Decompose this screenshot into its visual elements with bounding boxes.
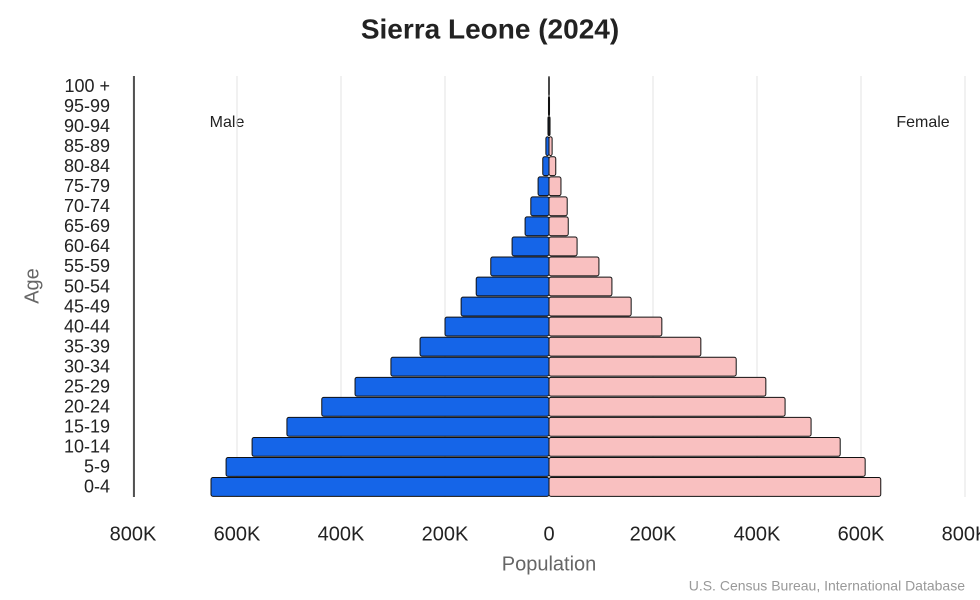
y-tick-label: 5-9 — [84, 457, 110, 477]
y-tick-label: 20-24 — [64, 397, 110, 417]
legend-label: Female — [896, 114, 949, 131]
bar — [460, 296, 550, 317]
y-tick-label: 80-84 — [64, 156, 110, 176]
y-tick-label: 65-69 — [64, 216, 110, 236]
bar — [444, 316, 550, 337]
y-tick-label: 90-94 — [64, 116, 110, 136]
y-tick-label: 45-49 — [64, 296, 110, 316]
bar — [548, 216, 569, 237]
bar — [419, 336, 550, 357]
bar — [548, 156, 557, 177]
x-tick-label: 200K — [422, 523, 469, 545]
bar — [548, 176, 562, 197]
x-tick-label: 400K — [734, 523, 781, 545]
bar — [537, 176, 550, 197]
bar — [210, 477, 550, 497]
bar — [548, 296, 632, 317]
y-tick-label: 70-74 — [64, 196, 110, 216]
x-tick-label: 0 — [543, 523, 554, 545]
bar — [524, 216, 550, 237]
y-tick-label: 95-99 — [64, 96, 110, 116]
y-tick-label: 25-29 — [64, 376, 110, 396]
bar — [548, 336, 702, 357]
bar — [548, 116, 551, 137]
x-tick-label: 800K — [110, 523, 157, 545]
bar — [548, 396, 786, 417]
bar — [548, 436, 841, 457]
bar — [354, 376, 550, 397]
source-note: U.S. Census Bureau, International Databa… — [689, 578, 965, 594]
bar — [390, 356, 550, 377]
y-axis-label: Age — [21, 268, 43, 304]
x-tick-label: 800K — [942, 523, 980, 545]
x-axis-label: Population — [502, 553, 597, 575]
bar — [511, 236, 550, 257]
x-tick-label: 600K — [838, 523, 885, 545]
y-tick-label: 55-59 — [64, 256, 110, 276]
x-tick-label: 400K — [318, 523, 365, 545]
bar — [548, 196, 568, 217]
bar — [548, 136, 553, 157]
bar — [548, 276, 613, 297]
x-tick-label: 200K — [630, 523, 677, 545]
bar — [548, 356, 737, 377]
y-tick-label: 0-4 — [84, 477, 110, 497]
y-tick-label: 50-54 — [64, 276, 110, 296]
y-tick-label: 40-44 — [64, 316, 110, 336]
y-tick-label: 75-79 — [64, 176, 110, 196]
bar — [548, 376, 767, 397]
y-tick-label: 85-89 — [64, 136, 110, 156]
bar — [548, 416, 812, 437]
y-tick-label: 10-14 — [64, 437, 110, 457]
bar — [490, 256, 550, 277]
chart-title: Sierra Leone (2024) — [361, 13, 619, 44]
y-tick-label: 60-64 — [64, 236, 110, 256]
y-tick-label: 35-39 — [64, 336, 110, 356]
bar — [321, 396, 550, 417]
bar — [548, 316, 663, 337]
x-tick-label: 600K — [214, 523, 261, 545]
bar — [251, 436, 550, 457]
bar — [548, 477, 882, 497]
legend-label: Male — [210, 114, 245, 131]
y-tick-label: 15-19 — [64, 417, 110, 437]
bar — [475, 276, 550, 297]
bar — [530, 196, 550, 217]
bar — [548, 236, 578, 257]
bar — [286, 416, 550, 437]
bar — [548, 457, 866, 477]
bar — [225, 457, 550, 477]
y-tick-label: 100 + — [64, 76, 110, 96]
bar — [548, 96, 551, 116]
y-tick-label: 30-34 — [64, 356, 110, 376]
bar — [548, 256, 600, 277]
bar — [542, 156, 550, 177]
